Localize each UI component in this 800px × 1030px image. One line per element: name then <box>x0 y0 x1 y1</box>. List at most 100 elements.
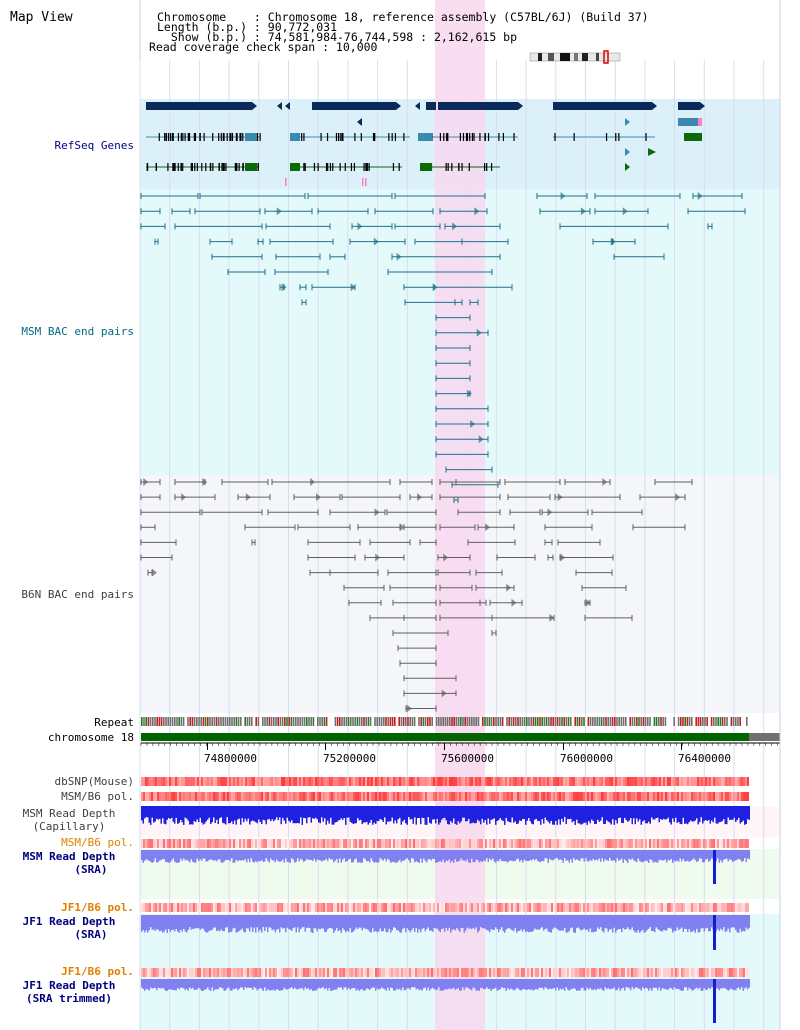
repeat-element <box>303 717 306 726</box>
jf1-b6-pol-heat-cell <box>341 903 343 912</box>
repeat-element <box>651 717 653 726</box>
jf1-depth-trim-bar <box>385 979 387 991</box>
jf1-depth-trim-bar <box>685 979 687 988</box>
jf1-b6-pol2-heat-cell <box>673 968 675 977</box>
msm-b6-pol2-heat-cell <box>705 839 707 848</box>
repeat-element <box>240 717 242 726</box>
jf1-depth-trim-bar <box>271 979 273 991</box>
jf1-b6-pol2-heat-cell <box>689 968 691 977</box>
jf1-depth-sra-bar <box>583 915 585 929</box>
msm-depth-cap-bar <box>288 806 290 821</box>
msm-b6-pol-heat-cell <box>677 792 679 801</box>
msm-depth-sra-bar <box>169 850 171 863</box>
jf1-depth-sra-bar <box>519 915 521 931</box>
msm-depth-sra-bar <box>438 850 440 862</box>
jf1-b6-pol-heat-cell <box>265 903 267 912</box>
jf1-b6-pol-heat-cell <box>665 903 667 912</box>
msm-depth-sra-bar <box>267 850 269 861</box>
repeat-element <box>490 717 493 726</box>
msm-depth-cap-bar <box>436 806 438 819</box>
jf1-depth-sra-bar <box>487 915 489 931</box>
jf1-depth-sra-bar <box>748 915 750 928</box>
msm-b6-pol2-heat-cell <box>427 839 429 848</box>
msm-depth-cap-bar <box>403 806 405 820</box>
msm-b6-pol-heat-cell <box>173 792 175 801</box>
jf1-b6-pol2-heat-cell <box>165 968 167 977</box>
gene-feature <box>418 133 432 141</box>
gene-exon <box>220 133 222 141</box>
repeat-element <box>565 717 568 726</box>
msm-b6-pol-heat-cell <box>165 792 167 801</box>
jf1-depth-trim-bar <box>148 979 150 991</box>
msm-depth-cap-bar <box>595 806 597 824</box>
gene-exon <box>366 163 368 171</box>
refseq-genes-label[interactable]: RefSeq Genes <box>54 139 134 152</box>
repeat-element <box>374 717 376 726</box>
msm-b6-pol-heat-cell <box>709 792 711 801</box>
jf1-b6-pol2-heat-cell <box>419 968 421 977</box>
b6n-bac-label[interactable]: B6N BAC end pairs <box>21 588 134 601</box>
msm-b6-pol2-heat-cell <box>181 839 183 848</box>
jf1-b6-pol-heat-cell <box>645 903 647 912</box>
dbsnp-heat-cell <box>301 777 303 786</box>
msm-depth-cap-bar <box>729 806 731 821</box>
gene-exon <box>339 163 341 171</box>
dbsnp-heat-cell <box>717 777 719 786</box>
msm-b6-pol2-heat-cell <box>369 839 371 848</box>
msm-depth-cap-bar <box>177 806 179 824</box>
msm-depth-sra-bar <box>325 850 327 859</box>
repeat-element <box>409 717 411 726</box>
jf1-depth-sra-bar <box>390 915 392 933</box>
jf1-depth-sra-bar <box>561 915 563 931</box>
msm-depth-cap-bar <box>585 806 587 823</box>
jf1-b6-pol2-heat-cell <box>185 968 187 977</box>
jf1-depth-sra-bar <box>396 915 398 931</box>
jf1-depth-sra-bar <box>552 915 554 930</box>
msm-bac-label[interactable]: MSM BAC end pairs <box>21 325 134 338</box>
repeat-element <box>479 717 482 726</box>
bac-end-arrow <box>511 598 517 607</box>
jf1-depth-sra-bar <box>286 915 288 928</box>
jf1-b6-pol2-heat-cell <box>541 968 543 977</box>
jf1-b6-pol2-heat-cell <box>613 968 615 977</box>
jf1-depth-trim-bar <box>703 979 705 989</box>
repeat-element <box>429 717 431 726</box>
bac-end-arrow <box>281 283 287 292</box>
msm-depth-sra-bar <box>499 850 501 860</box>
dbsnp-heat-cell <box>417 777 419 786</box>
repeat-element <box>413 717 416 726</box>
msm-b6-pol2-heat-cell <box>605 839 607 848</box>
repeat-element <box>499 717 502 726</box>
jf1-depth-sra-bar <box>451 915 453 930</box>
jf1-depth-sra-bar <box>393 915 395 928</box>
dbsnp-heat-cell <box>243 777 245 786</box>
jf1-b6-pol2-heat-cell <box>429 968 431 977</box>
gene-exon <box>338 133 340 141</box>
msm-depth-cap-bar <box>543 806 545 824</box>
jf1-depth-trim-bar <box>724 979 726 989</box>
dbsnp-heat-cell <box>571 777 573 786</box>
jf1-depth-trim-bar <box>742 979 744 991</box>
repeat-element <box>576 717 579 726</box>
gene-exon <box>320 133 322 141</box>
msm-depth-sra-bar <box>426 850 428 863</box>
msm-b6-pol-heat-cell <box>213 792 215 801</box>
jf1-depth-sra-bar <box>510 915 512 930</box>
dbsnp-heat-cell <box>557 777 559 786</box>
jf1-b6-pol2-heat-cell <box>505 968 507 977</box>
jf1-b6-pol-heat-cell <box>373 903 375 912</box>
msm-b6-pol2-heat-cell <box>379 839 381 848</box>
msm-b6-pol2-heat-cell <box>457 839 459 848</box>
jf1-depth-trim-bar <box>487 979 489 990</box>
jf1-b6-pol2-heat-cell <box>677 968 679 977</box>
jf1-b6-pol2-heat-cell <box>579 968 581 977</box>
repeat-element <box>224 717 227 726</box>
msm-depth-cap-bar <box>465 806 467 822</box>
msm-depth-cap-bar <box>358 806 360 821</box>
jf1-b6-pol-heat-cell <box>567 903 569 912</box>
jf1-depth-sra-bar <box>316 915 318 932</box>
msm-depth-cap-bar <box>372 806 374 825</box>
dbsnp-heat-cell <box>189 777 191 786</box>
dbsnp-heat-cell <box>587 777 589 786</box>
